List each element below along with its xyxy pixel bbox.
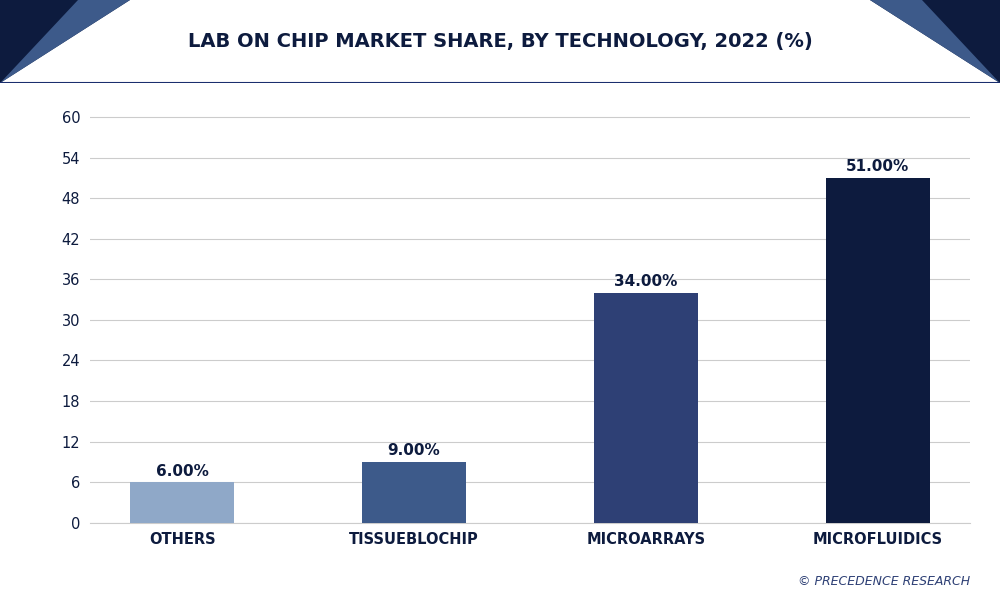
Polygon shape: [870, 0, 1000, 83]
Text: © PRECEDENCE RESEARCH: © PRECEDENCE RESEARCH: [798, 575, 970, 588]
Text: 6.00%: 6.00%: [156, 464, 209, 479]
Polygon shape: [870, 0, 1000, 83]
Polygon shape: [0, 0, 130, 83]
Text: 34.00%: 34.00%: [614, 274, 678, 289]
Bar: [826, 178, 930, 523]
Bar: [594, 293, 698, 523]
Polygon shape: [0, 0, 130, 83]
Bar: [130, 482, 234, 523]
Text: LAB ON CHIP MARKET SHARE, BY TECHNOLOGY, 2022 (%): LAB ON CHIP MARKET SHARE, BY TECHNOLOGY,…: [188, 32, 812, 51]
Text: 9.00%: 9.00%: [388, 444, 440, 459]
Bar: [362, 462, 466, 523]
Text: 51.00%: 51.00%: [846, 159, 909, 175]
